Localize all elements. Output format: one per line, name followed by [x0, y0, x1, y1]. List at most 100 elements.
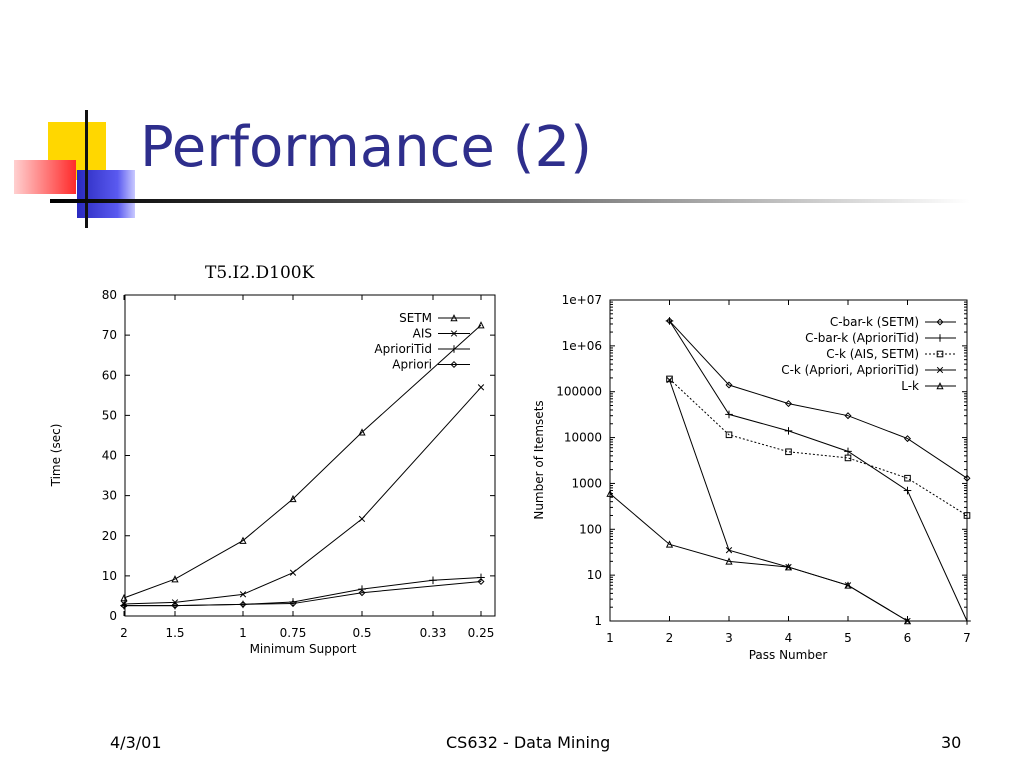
y-tick-label: 1e+07 [562, 293, 602, 307]
data-point-1 [725, 410, 733, 419]
data-point-ais [239, 591, 247, 598]
title-rule [50, 199, 970, 203]
y-tick-label: 70 [102, 328, 117, 342]
legend-label: C-bar-k (SETM) [830, 315, 919, 329]
data-point-4 [903, 617, 912, 625]
data-point-1 [963, 617, 971, 625]
data-point-aprioritid [289, 598, 297, 606]
legend-marker [936, 318, 944, 326]
x-tick-label: 0.25 [468, 626, 495, 640]
y-tick-label: 1 [594, 614, 602, 628]
data-point-setm [120, 594, 128, 602]
legend-label: SETM [399, 311, 432, 325]
y-tick-label: 1e+06 [562, 339, 602, 353]
y-tick-label: 50 [102, 408, 117, 422]
data-point-2 [904, 474, 911, 482]
data-point-aprioritid [477, 573, 485, 582]
footer-date: 4/3/01 [110, 733, 162, 752]
slide-title: Performance (2) [140, 115, 592, 180]
y-tick-label: 100000 [556, 385, 602, 399]
y-tick-label: 20 [102, 529, 117, 543]
data-point-ais [289, 569, 297, 576]
legend-marker [450, 314, 458, 322]
data-point-2 [666, 375, 673, 383]
legend-label: C-k (Apriori, AprioriTid) [781, 363, 919, 377]
y-tick-label: 30 [102, 489, 117, 503]
x-tick-label: 0.33 [420, 626, 447, 640]
y-tick-label: 10000 [564, 431, 602, 445]
data-point-2 [725, 431, 733, 439]
data-point-1 [665, 317, 674, 325]
legend-label: AprioriTid [374, 342, 432, 356]
x-tick-label: 1.5 [165, 626, 184, 640]
data-point-2 [844, 454, 852, 462]
data-point-1 [903, 486, 912, 495]
x-tick-label: 0.5 [352, 626, 371, 640]
x-tick-label: 0.75 [280, 626, 307, 640]
data-point-2 [963, 512, 971, 519]
x-tick-label: 5 [844, 631, 852, 645]
data-point-3 [666, 376, 673, 384]
data-point-1 [784, 427, 793, 435]
series-line-0 [669, 320, 968, 479]
x-tick-label: 1 [239, 626, 247, 640]
legend-marker [936, 382, 944, 390]
y-tick-label: 80 [102, 288, 117, 302]
data-point-apriori [289, 600, 297, 608]
data-point-4 [844, 581, 852, 589]
data-point-0 [784, 400, 793, 408]
y-tick-label: 100 [579, 522, 602, 536]
data-point-apriori [477, 577, 485, 585]
x-tick-label: 4 [785, 631, 793, 645]
data-point-apriori [358, 589, 366, 597]
y-tick-label: 10 [102, 569, 117, 583]
data-point-4 [665, 540, 674, 548]
x-tick-label: 7 [963, 631, 971, 645]
legend-marker [936, 334, 944, 342]
y-tick-label: 0 [109, 609, 117, 623]
legend-marker [936, 366, 944, 374]
data-point-setm [171, 575, 179, 583]
series-line-setm [123, 324, 482, 599]
legend-label: C-bar-k (AprioriTid) [805, 331, 919, 345]
data-point-2 [785, 448, 792, 456]
x-tick-label: 6 [904, 631, 912, 645]
series-line-4 [609, 493, 908, 622]
deco-red-bar [14, 160, 76, 194]
x-tick-label: 2 [666, 631, 674, 645]
x-tick-label: 2 [120, 626, 128, 640]
legend-label: Apriori [392, 358, 432, 372]
data-point-0 [844, 412, 852, 420]
series-line-3 [669, 379, 908, 622]
y-tick-label: 60 [102, 368, 117, 382]
series-line-apriori [124, 580, 482, 607]
data-point-1 [844, 447, 852, 456]
data-point-aprioritid [429, 576, 437, 585]
deco-vertical-rule [85, 110, 88, 228]
legend-marker [936, 350, 944, 358]
data-point-setm [358, 428, 366, 436]
footer-course: CS632 - Data Mining [446, 733, 611, 752]
legend-label: C-k (AIS, SETM) [826, 347, 919, 361]
y-axis-label: Time (sec) [49, 424, 63, 488]
series-line-ais [123, 386, 482, 605]
data-point-4 [725, 557, 733, 565]
data-point-aprioritid [358, 585, 366, 593]
y-tick-label: 1000 [571, 476, 602, 490]
data-point-4 [606, 489, 614, 497]
series-line-1 [669, 320, 968, 622]
data-point-setm [239, 536, 247, 544]
chart-title: T5.I2.D100K [205, 263, 315, 283]
legend-marker [450, 330, 458, 337]
y-axis-label: Number of Itemsets [532, 400, 546, 519]
chart-itemsets-vs-pass: 1 10 100 1000 10000 100000 1e+06 1e+07 1 2 3 4 5 6 7 Pa… [532, 293, 971, 662]
data-point-ais [358, 515, 366, 523]
data-point-setm [289, 494, 297, 503]
x-tick-label: 1 [606, 631, 614, 645]
data-point-apriori [120, 602, 128, 610]
y-tick-label: 10 [587, 568, 602, 582]
legend-label: L-k [901, 379, 919, 393]
data-point-0 [903, 435, 912, 443]
legend-marker [450, 360, 458, 369]
